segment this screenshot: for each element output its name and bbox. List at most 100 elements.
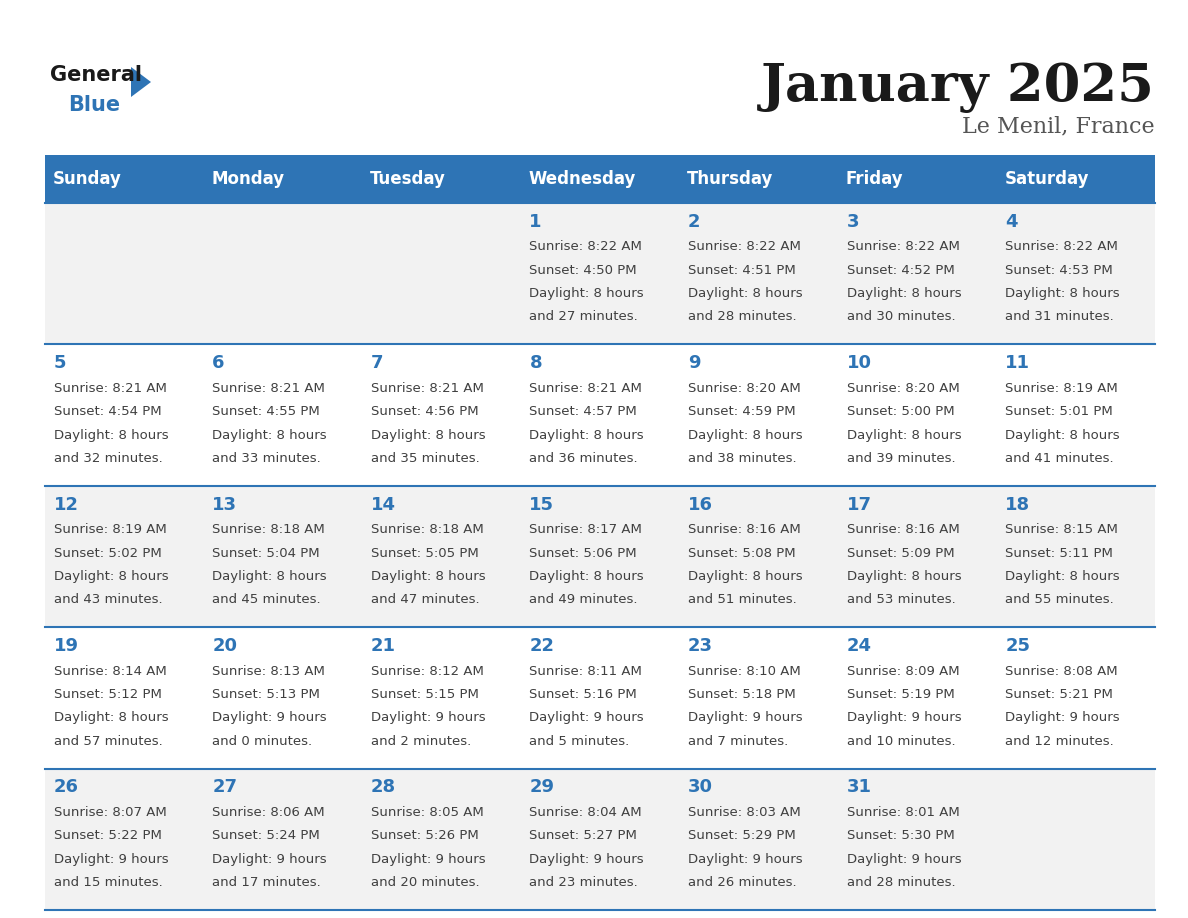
Text: Sunset: 5:29 PM: Sunset: 5:29 PM bbox=[688, 829, 796, 843]
Text: Sunset: 5:19 PM: Sunset: 5:19 PM bbox=[847, 688, 954, 701]
Text: Sunrise: 8:20 AM: Sunrise: 8:20 AM bbox=[688, 382, 801, 395]
Text: Sunset: 5:05 PM: Sunset: 5:05 PM bbox=[371, 546, 479, 560]
Text: Sunrise: 8:21 AM: Sunrise: 8:21 AM bbox=[213, 382, 326, 395]
Text: Sunrise: 8:19 AM: Sunrise: 8:19 AM bbox=[1005, 382, 1118, 395]
Text: Sunrise: 8:18 AM: Sunrise: 8:18 AM bbox=[371, 523, 484, 536]
Text: Sunset: 5:24 PM: Sunset: 5:24 PM bbox=[213, 829, 320, 843]
Text: Monday: Monday bbox=[211, 170, 285, 188]
Text: Daylight: 8 hours: Daylight: 8 hours bbox=[530, 570, 644, 583]
Text: Sunset: 5:04 PM: Sunset: 5:04 PM bbox=[213, 546, 320, 560]
Text: Sunset: 5:06 PM: Sunset: 5:06 PM bbox=[530, 546, 637, 560]
Text: Sunrise: 8:09 AM: Sunrise: 8:09 AM bbox=[847, 665, 959, 677]
Text: 29: 29 bbox=[530, 778, 555, 797]
Text: Daylight: 8 hours: Daylight: 8 hours bbox=[53, 429, 169, 442]
Text: and 49 minutes.: and 49 minutes. bbox=[530, 593, 638, 606]
Text: and 30 minutes.: and 30 minutes. bbox=[847, 310, 955, 323]
Text: Daylight: 8 hours: Daylight: 8 hours bbox=[1005, 429, 1120, 442]
Text: Daylight: 8 hours: Daylight: 8 hours bbox=[688, 287, 803, 300]
Text: and 53 minutes.: and 53 minutes. bbox=[847, 593, 955, 606]
Text: Sunset: 5:26 PM: Sunset: 5:26 PM bbox=[371, 829, 479, 843]
Text: Sunrise: 8:22 AM: Sunrise: 8:22 AM bbox=[847, 241, 960, 253]
Text: 26: 26 bbox=[53, 778, 78, 797]
Text: General: General bbox=[50, 65, 143, 85]
Text: 4: 4 bbox=[1005, 213, 1018, 231]
Text: Sunset: 4:53 PM: Sunset: 4:53 PM bbox=[1005, 263, 1113, 277]
Text: and 36 minutes.: and 36 minutes. bbox=[530, 452, 638, 465]
Text: and 0 minutes.: and 0 minutes. bbox=[213, 734, 312, 747]
Text: and 33 minutes.: and 33 minutes. bbox=[213, 452, 321, 465]
Text: 5: 5 bbox=[53, 354, 67, 373]
Text: Sunset: 5:15 PM: Sunset: 5:15 PM bbox=[371, 688, 479, 701]
Text: 7: 7 bbox=[371, 354, 384, 373]
Text: Daylight: 9 hours: Daylight: 9 hours bbox=[530, 853, 644, 866]
Text: Sunset: 5:08 PM: Sunset: 5:08 PM bbox=[688, 546, 796, 560]
Text: Sunset: 4:51 PM: Sunset: 4:51 PM bbox=[688, 263, 796, 277]
Text: Sunrise: 8:20 AM: Sunrise: 8:20 AM bbox=[847, 382, 960, 395]
Text: Thursday: Thursday bbox=[687, 170, 773, 188]
Text: Sunrise: 8:14 AM: Sunrise: 8:14 AM bbox=[53, 665, 166, 677]
Text: Sunday: Sunday bbox=[53, 170, 122, 188]
Text: and 47 minutes.: and 47 minutes. bbox=[371, 593, 480, 606]
Text: Daylight: 8 hours: Daylight: 8 hours bbox=[847, 287, 961, 300]
Text: 15: 15 bbox=[530, 496, 555, 514]
Text: 18: 18 bbox=[1005, 496, 1030, 514]
Text: Daylight: 8 hours: Daylight: 8 hours bbox=[371, 570, 486, 583]
Text: and 17 minutes.: and 17 minutes. bbox=[213, 876, 321, 889]
Text: 1: 1 bbox=[530, 213, 542, 231]
Text: Sunset: 5:22 PM: Sunset: 5:22 PM bbox=[53, 829, 162, 843]
Text: and 31 minutes.: and 31 minutes. bbox=[1005, 310, 1114, 323]
Text: Sunrise: 8:01 AM: Sunrise: 8:01 AM bbox=[847, 806, 960, 819]
Text: Sunset: 5:09 PM: Sunset: 5:09 PM bbox=[847, 546, 954, 560]
Text: Sunrise: 8:16 AM: Sunrise: 8:16 AM bbox=[688, 523, 801, 536]
Text: and 27 minutes.: and 27 minutes. bbox=[530, 310, 638, 323]
Text: 6: 6 bbox=[213, 354, 225, 373]
Text: Daylight: 9 hours: Daylight: 9 hours bbox=[1005, 711, 1120, 724]
Text: Sunrise: 8:13 AM: Sunrise: 8:13 AM bbox=[213, 665, 326, 677]
Text: and 23 minutes.: and 23 minutes. bbox=[530, 876, 638, 889]
Text: Daylight: 9 hours: Daylight: 9 hours bbox=[213, 853, 327, 866]
Text: and 57 minutes.: and 57 minutes. bbox=[53, 734, 163, 747]
Text: Daylight: 9 hours: Daylight: 9 hours bbox=[847, 711, 961, 724]
Text: Sunset: 5:27 PM: Sunset: 5:27 PM bbox=[530, 829, 637, 843]
Text: and 15 minutes.: and 15 minutes. bbox=[53, 876, 163, 889]
Text: Sunset: 5:01 PM: Sunset: 5:01 PM bbox=[1005, 405, 1113, 419]
Text: Wednesday: Wednesday bbox=[529, 170, 636, 188]
Text: and 28 minutes.: and 28 minutes. bbox=[688, 310, 797, 323]
Text: Daylight: 8 hours: Daylight: 8 hours bbox=[847, 429, 961, 442]
Bar bbox=[45, 203, 1155, 344]
Bar bbox=[838, 155, 997, 203]
Text: Sunset: 4:50 PM: Sunset: 4:50 PM bbox=[530, 263, 637, 277]
Text: Sunset: 5:16 PM: Sunset: 5:16 PM bbox=[530, 688, 637, 701]
Text: Daylight: 8 hours: Daylight: 8 hours bbox=[1005, 287, 1120, 300]
Text: Sunrise: 8:16 AM: Sunrise: 8:16 AM bbox=[847, 523, 960, 536]
Text: Daylight: 9 hours: Daylight: 9 hours bbox=[371, 711, 486, 724]
Text: 20: 20 bbox=[213, 637, 238, 655]
Text: Sunset: 4:55 PM: Sunset: 4:55 PM bbox=[213, 405, 320, 419]
Text: Sunrise: 8:05 AM: Sunrise: 8:05 AM bbox=[371, 806, 484, 819]
Text: 11: 11 bbox=[1005, 354, 1030, 373]
Text: Friday: Friday bbox=[846, 170, 903, 188]
Text: Sunrise: 8:10 AM: Sunrise: 8:10 AM bbox=[688, 665, 801, 677]
Bar bbox=[997, 155, 1155, 203]
Bar bbox=[45, 486, 1155, 627]
Text: 23: 23 bbox=[688, 637, 713, 655]
Text: Daylight: 9 hours: Daylight: 9 hours bbox=[847, 853, 961, 866]
Text: Daylight: 8 hours: Daylight: 8 hours bbox=[847, 570, 961, 583]
Text: 17: 17 bbox=[847, 496, 872, 514]
Text: Daylight: 8 hours: Daylight: 8 hours bbox=[530, 429, 644, 442]
Text: 3: 3 bbox=[847, 213, 859, 231]
Text: 2: 2 bbox=[688, 213, 701, 231]
Text: Sunrise: 8:18 AM: Sunrise: 8:18 AM bbox=[213, 523, 326, 536]
Text: Daylight: 9 hours: Daylight: 9 hours bbox=[688, 711, 803, 724]
Text: 12: 12 bbox=[53, 496, 78, 514]
Text: and 26 minutes.: and 26 minutes. bbox=[688, 876, 797, 889]
Text: Daylight: 8 hours: Daylight: 8 hours bbox=[213, 570, 327, 583]
Text: Sunrise: 8:07 AM: Sunrise: 8:07 AM bbox=[53, 806, 166, 819]
Text: and 35 minutes.: and 35 minutes. bbox=[371, 452, 480, 465]
Text: and 51 minutes.: and 51 minutes. bbox=[688, 593, 797, 606]
Text: Daylight: 8 hours: Daylight: 8 hours bbox=[371, 429, 486, 442]
Text: 13: 13 bbox=[213, 496, 238, 514]
Text: 31: 31 bbox=[847, 778, 872, 797]
Text: and 32 minutes.: and 32 minutes. bbox=[53, 452, 163, 465]
Text: Sunset: 5:30 PM: Sunset: 5:30 PM bbox=[847, 829, 954, 843]
